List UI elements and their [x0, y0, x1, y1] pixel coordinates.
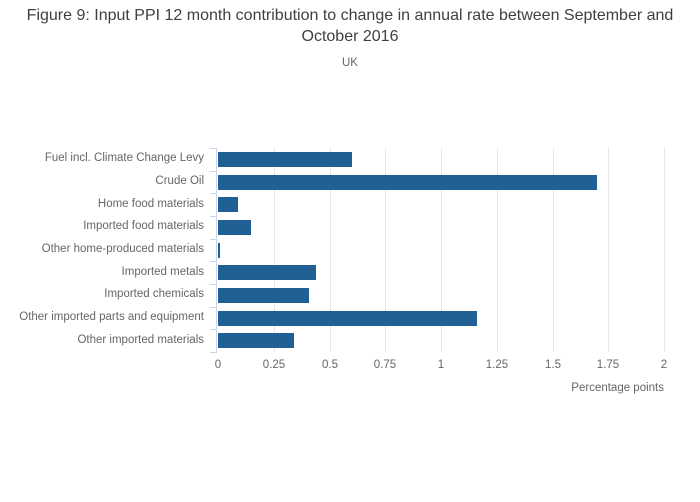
- gridline: [274, 148, 275, 352]
- x-axis-title: Percentage points: [571, 382, 664, 394]
- bar-other-imported-parts-and-equipment[interactable]: [218, 311, 477, 326]
- category-label: Imported metals: [121, 266, 204, 278]
- category-label: Imported food materials: [83, 220, 204, 232]
- x-tick-label: 0: [214, 359, 222, 371]
- gridline: [608, 148, 609, 352]
- bar-crude-oil[interactable]: [218, 175, 597, 190]
- bar-fuel-incl-climate-change-levy[interactable]: [218, 152, 352, 167]
- y-axis-tick: [210, 307, 217, 308]
- y-axis-tick: [210, 284, 217, 285]
- category-label: Other home-produced materials: [41, 243, 204, 255]
- gridline: [385, 148, 386, 352]
- category-label: Fuel incl. Climate Change Levy: [44, 152, 204, 164]
- chart-subtitle: UK: [342, 57, 358, 69]
- x-tick-label: 1.5: [545, 359, 561, 371]
- gridline: [553, 148, 554, 352]
- category-label: Other imported materials: [77, 334, 204, 346]
- gridline: [664, 148, 665, 352]
- x-tick-label: 2: [660, 359, 668, 371]
- y-axis-tick: [210, 171, 217, 172]
- gridline: [497, 148, 498, 352]
- x-axis-tick-labels: 0 0.25 0.5 0.75 1 1.25 1.5 1.75 2: [214, 359, 668, 373]
- category-label: Other imported parts and equipment: [19, 311, 204, 323]
- category-label: Crude Oil: [155, 175, 204, 187]
- bar-imported-food-materials[interactable]: [218, 220, 251, 235]
- bar-imported-metals[interactable]: [218, 265, 316, 280]
- gridline: [330, 148, 331, 352]
- x-tick-label: 0.5: [322, 359, 338, 371]
- x-tick-label: 0.25: [262, 359, 286, 371]
- x-tick-label: 1.25: [485, 359, 509, 371]
- bar-home-food-materials[interactable]: [218, 197, 238, 212]
- category-axis-line: [216, 148, 217, 353]
- y-axis-tick: [210, 193, 217, 194]
- plot-area: [210, 148, 665, 353]
- y-axis-tick: [210, 352, 217, 353]
- x-tick-label: 1: [437, 359, 445, 371]
- y-axis-tick: [210, 329, 217, 330]
- category-label: Imported chemicals: [104, 288, 204, 300]
- gridline: [441, 148, 442, 352]
- category-label: Home food materials: [97, 198, 204, 210]
- bar-imported-chemicals[interactable]: [218, 288, 309, 303]
- y-axis-tick: [210, 216, 217, 217]
- y-axis-tick: [210, 239, 217, 240]
- y-axis-tick: [210, 261, 217, 262]
- y-axis-tick: [210, 148, 217, 149]
- y-axis-labels: Fuel incl. Climate Change Levy Crude Oil H…: [0, 148, 204, 352]
- chart-title: Figure 9: Input PPI 12 month contributio…: [26, 7, 674, 45]
- x-tick-label: 1.75: [596, 359, 620, 371]
- bar-other-home-produced-materials[interactable]: [218, 243, 220, 258]
- bar-other-imported-materials[interactable]: [218, 333, 294, 348]
- x-tick-label: 0.75: [373, 359, 397, 371]
